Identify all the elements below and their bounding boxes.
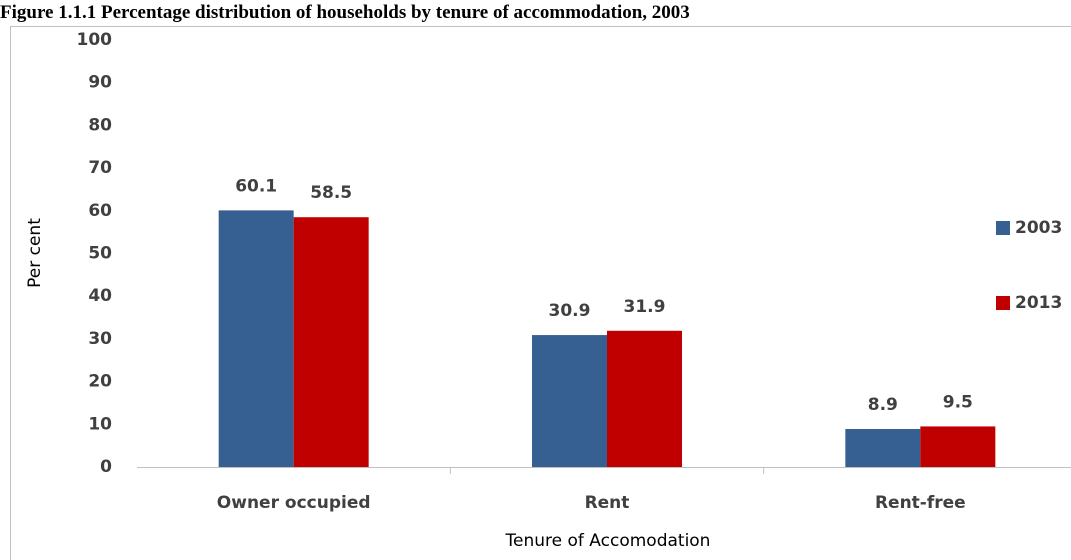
bar bbox=[845, 428, 921, 467]
x-tick-label: Rent-free bbox=[875, 493, 966, 513]
value-label: 9.5 bbox=[943, 392, 973, 412]
y-tick-label: 100 bbox=[77, 30, 113, 50]
bar bbox=[607, 330, 682, 467]
x-tick-label: Owner occupied bbox=[217, 493, 371, 513]
value-label: 8.9 bbox=[868, 395, 898, 415]
bar bbox=[532, 335, 607, 467]
x-axis-title: Tenure of Accomodation bbox=[505, 531, 711, 551]
legend-label: 2013 bbox=[1015, 293, 1062, 313]
value-label: 58.5 bbox=[310, 183, 352, 203]
y-tick-label: 10 bbox=[88, 414, 112, 434]
y-tick-label: 90 bbox=[88, 73, 112, 93]
legend-label: 2003 bbox=[1015, 218, 1062, 238]
bar bbox=[920, 426, 996, 467]
y-tick-label: 60 bbox=[88, 201, 112, 221]
y-tick-label: 30 bbox=[88, 329, 112, 349]
y-tick-label: 50 bbox=[88, 244, 112, 264]
chart-title: Figure 1.1.1 Percentage distribution of … bbox=[0, 2, 690, 23]
bar bbox=[218, 210, 294, 468]
chart-frame bbox=[10, 26, 1071, 560]
y-tick-label: 70 bbox=[88, 158, 112, 178]
value-label: 30.9 bbox=[549, 301, 591, 321]
y-tick-label: 20 bbox=[88, 372, 112, 392]
y-tick-label: 40 bbox=[88, 286, 112, 306]
value-label: 60.1 bbox=[235, 176, 277, 196]
x-tick-label: Rent bbox=[585, 493, 630, 513]
y-tick-label: 0 bbox=[100, 457, 112, 477]
y-axis-title: Per cent bbox=[25, 218, 45, 288]
y-tick-label: 80 bbox=[88, 115, 112, 135]
legend-swatch bbox=[996, 221, 1010, 235]
value-label: 31.9 bbox=[624, 297, 666, 317]
legend-swatch bbox=[996, 296, 1010, 310]
bar bbox=[293, 217, 369, 467]
